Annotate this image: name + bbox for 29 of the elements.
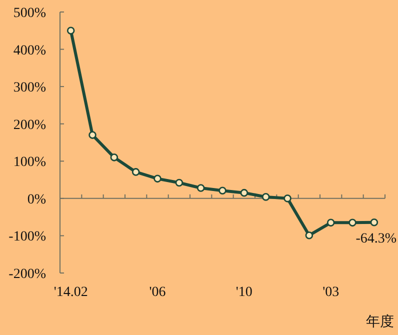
point <box>240 188 248 197</box>
point <box>196 184 205 192</box>
point <box>326 218 335 227</box>
x-tick-label: '10 <box>236 285 252 300</box>
point <box>218 186 226 194</box>
y-tick-label: -100% <box>8 230 46 245</box>
point <box>305 231 314 240</box>
y-tick-label: 100% <box>13 155 46 170</box>
x-tick-label: '06 <box>149 285 166 300</box>
x-axis-title: 年度 <box>366 314 394 330</box>
point <box>348 218 356 227</box>
y-tick-label: 300% <box>13 80 46 96</box>
data-label: -64.3% <box>356 231 397 246</box>
y-tick-label: 0% <box>27 192 46 208</box>
point <box>110 154 118 162</box>
x-tick-label: '14.02 <box>54 285 88 300</box>
point <box>175 178 184 187</box>
point <box>284 194 292 202</box>
point <box>66 26 75 35</box>
y-tick-label: -200% <box>8 267 46 282</box>
x-tick-label: '03 <box>322 285 340 300</box>
y-tick-label: 200% <box>13 118 46 133</box>
point <box>132 168 140 176</box>
point <box>154 174 162 183</box>
point <box>88 131 96 139</box>
point <box>262 193 270 201</box>
y-tick-label: 400% <box>13 43 46 58</box>
point <box>370 218 378 226</box>
y-tick-label: 500% <box>13 6 46 21</box>
